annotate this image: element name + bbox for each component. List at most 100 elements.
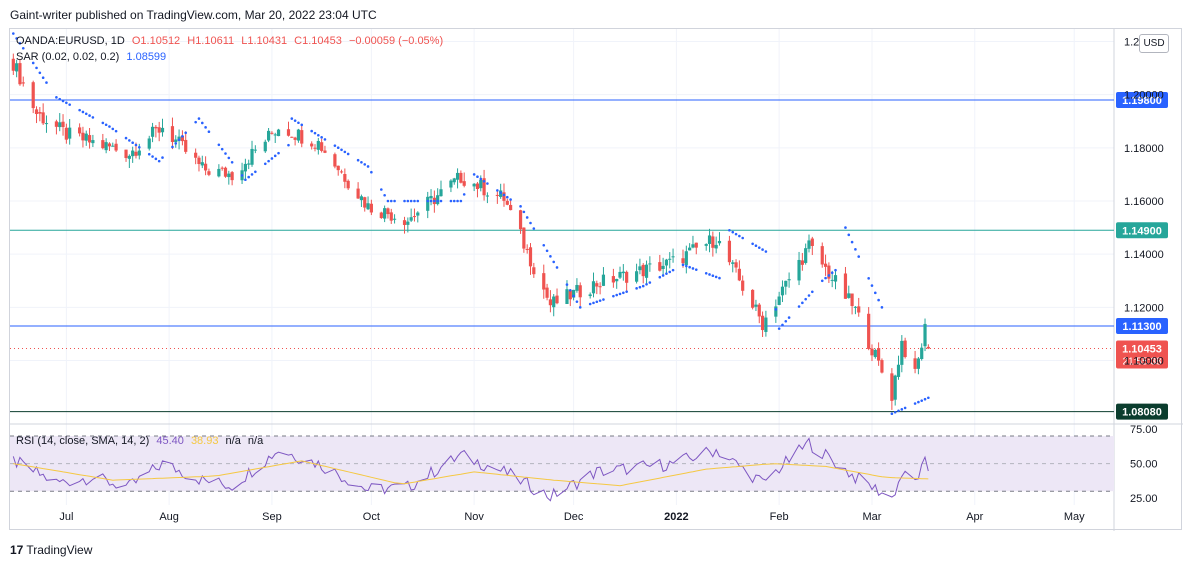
sar-dot <box>81 110 85 114</box>
sar-dot <box>641 284 645 288</box>
candle-body <box>147 138 151 149</box>
sar-dot <box>731 230 735 234</box>
candle-body <box>485 195 490 197</box>
sar-dot <box>555 266 559 269</box>
rsi-na-2: n/a <box>247 435 264 447</box>
candle-body <box>160 127 165 133</box>
sar-dot <box>804 297 807 301</box>
sar-dot <box>927 396 930 400</box>
candle-body <box>913 358 917 369</box>
sar-dot <box>844 226 847 229</box>
sar-dot <box>718 276 721 280</box>
sar-dot <box>552 260 556 264</box>
sar-dot <box>200 121 204 125</box>
candle-body <box>293 137 297 140</box>
hline-price-label: 1.08080 <box>1122 407 1162 419</box>
candle-body <box>777 296 781 305</box>
candle-body <box>339 171 344 173</box>
candle-body <box>648 263 652 265</box>
candle-body <box>78 127 82 134</box>
price-chart[interactable]: 1.19800 1.14900 1.11300 1.08080 1.1045321:55… <box>10 29 1183 531</box>
candle-body <box>31 82 35 109</box>
sar-dot <box>638 285 642 289</box>
candle-body <box>286 129 291 136</box>
sar-dot <box>482 179 486 183</box>
sar-dot <box>622 291 625 295</box>
sar-dot <box>426 199 430 203</box>
candle-body <box>731 262 735 264</box>
sar-legend[interactable]: SAR (0.02, 0.02, 0.2) 1.08599 <box>16 51 170 63</box>
candle-body <box>300 130 304 144</box>
sar-dot <box>240 174 244 177</box>
sar-dot <box>777 327 781 330</box>
sar-dot <box>217 143 221 147</box>
candle-body <box>797 259 801 281</box>
candle-body <box>58 122 62 128</box>
candle-body <box>150 126 155 137</box>
candle-body <box>313 147 317 149</box>
candle-body <box>704 244 708 246</box>
candle-body <box>462 181 466 186</box>
symbol-label[interactable]: OANDA:EURUSD, 1D <box>16 35 125 47</box>
price-tick-label: 1.10000 <box>1124 356 1164 368</box>
candle-body <box>101 140 105 149</box>
sar-dot <box>244 178 247 182</box>
rsi-legend[interactable]: RSI (14, close, SMA, 14, 2) 45.40 38.93 … <box>16 435 267 447</box>
candle-body <box>356 188 360 199</box>
hline-price-label: 1.19800 <box>1122 95 1162 107</box>
hline-price-label: 1.11300 <box>1122 321 1161 333</box>
sar-dot <box>486 182 489 185</box>
sar-dot <box>320 136 323 139</box>
sar-dot <box>751 242 754 246</box>
candle-body <box>11 58 15 71</box>
sar-dot <box>114 129 118 133</box>
candle-body <box>598 286 602 288</box>
sar-dot <box>602 298 605 301</box>
tradingview-logo[interactable]: 17 TradingView <box>10 543 92 557</box>
hline-price-tag <box>1116 403 1168 420</box>
candle-body <box>737 268 741 281</box>
sar-dot <box>21 46 25 50</box>
candle-body <box>449 180 453 188</box>
time-tick-label: Feb <box>770 511 789 523</box>
sar-dot <box>230 160 234 164</box>
candle-body <box>714 244 718 249</box>
candle-body <box>107 143 112 147</box>
candle-body <box>893 375 897 400</box>
candle-body <box>495 194 499 196</box>
candle-body <box>572 289 576 298</box>
candle-body <box>383 208 387 219</box>
sar-dot <box>346 152 350 156</box>
candle-body <box>475 183 480 190</box>
candle-body <box>343 173 347 182</box>
sar-dot <box>413 199 416 203</box>
candle-body <box>601 274 606 286</box>
sar-dot <box>78 108 81 112</box>
candle-body <box>638 266 642 271</box>
candle-body <box>406 221 410 225</box>
sar-dot <box>84 112 88 116</box>
currency-button[interactable]: USD <box>1139 34 1169 53</box>
price-axis: 1.19800 1.14900 1.11300 1.08080 1.1045321:55… <box>1116 36 1168 505</box>
tv-logo-text: TradingView <box>26 543 93 557</box>
sar-dot <box>459 199 463 203</box>
candle-body <box>174 139 178 143</box>
sar-dot <box>857 255 861 258</box>
candle-body <box>877 348 881 361</box>
candle-body <box>426 196 430 211</box>
sar-dot <box>45 81 48 84</box>
sar-dot <box>18 42 22 45</box>
sar-dot <box>757 246 761 249</box>
sar-dot <box>913 402 917 405</box>
sar-dot <box>923 397 927 401</box>
candle-body <box>575 284 579 291</box>
sar-dot <box>648 281 652 284</box>
candle-body <box>114 143 118 151</box>
candle-body <box>194 152 198 158</box>
sar-dot <box>403 199 406 203</box>
candle-body <box>857 306 861 313</box>
chart-frame[interactable]: 1.19800 1.14900 1.11300 1.08080 1.10453 21:55… <box>9 28 1183 531</box>
sar-dot <box>429 199 433 203</box>
sar-dot <box>197 117 201 120</box>
sar-dot <box>433 199 436 203</box>
